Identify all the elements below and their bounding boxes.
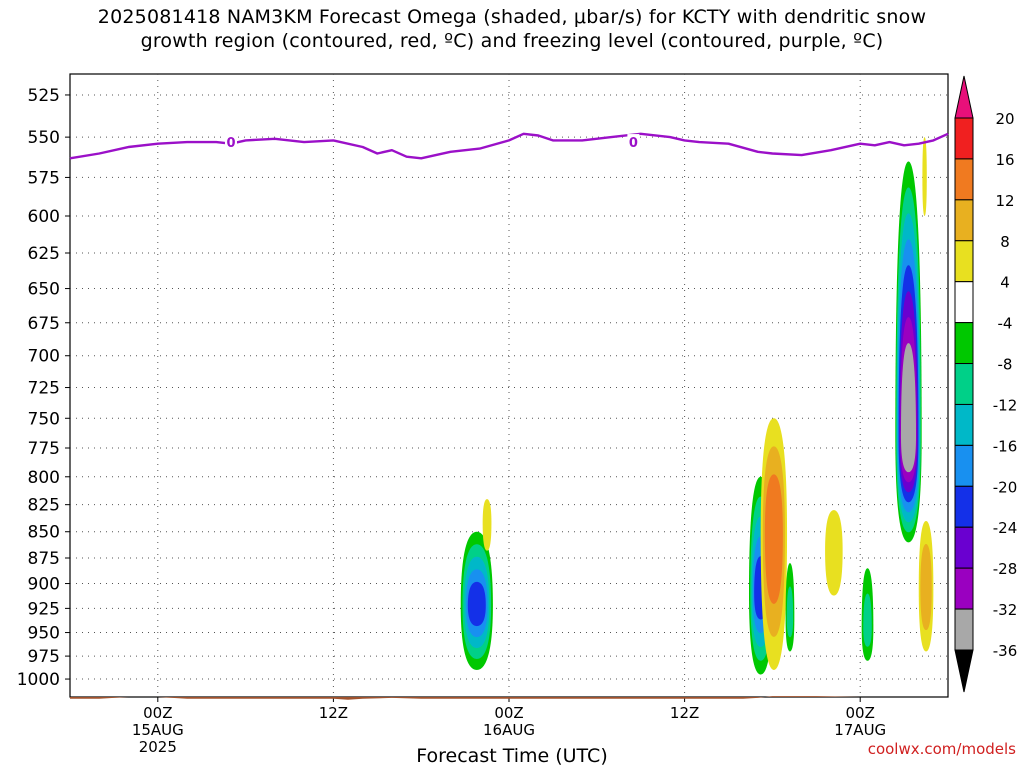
colorbar-segment: [954, 240, 974, 283]
x-tick-label: 00Z: [143, 704, 172, 722]
colorbar-label: 20: [995, 110, 1014, 128]
freezing-level-label: 0: [226, 136, 235, 151]
x-tick-label: 16AUG: [483, 721, 535, 739]
omega-contour-fill: [920, 543, 932, 631]
y-tick-label: 900: [28, 575, 60, 595]
colorbar-label: -8: [998, 356, 1013, 374]
colorbar-label: -4: [998, 315, 1013, 333]
x-tick-label: 12Z: [319, 704, 348, 722]
colorbar-segment: [954, 567, 974, 610]
colorbar-segment: [954, 117, 974, 160]
y-tick-label: 800: [28, 468, 60, 488]
colorbar-segment: [954, 322, 974, 365]
y-tick-label: 550: [28, 128, 60, 148]
omega-contour-fill: [467, 581, 486, 627]
omega-contour-fill: [901, 369, 916, 463]
colorbar-label: 12: [995, 192, 1014, 210]
colorbar-segment: [954, 281, 974, 324]
freezing-level-line: [69, 132, 949, 160]
freezing-level-label-bg: [627, 134, 640, 151]
omega-contour-fill: [764, 474, 783, 604]
colorbar-top-arrow: [954, 75, 974, 119]
y-tick-label: 750: [28, 409, 60, 429]
x-tick-label: 00Z: [494, 704, 523, 722]
colorbar-label: 8: [1000, 233, 1010, 251]
y-tick-label: 825: [28, 496, 60, 516]
surface-terrain: [70, 696, 948, 700]
freezing-level-label: 0: [629, 136, 638, 151]
omega-contour-fill: [922, 137, 927, 217]
y-tick-label: 725: [28, 379, 60, 399]
y-tick-label: 575: [28, 168, 60, 188]
colorbar-segment: [954, 363, 974, 405]
y-tick-label: 975: [28, 647, 60, 667]
colorbar-segment: [954, 608, 974, 651]
colorbar-label: -32: [993, 601, 1018, 619]
y-tick-label: 675: [28, 314, 60, 334]
plot-frame: [69, 73, 949, 698]
x-axis-label: Forecast Time (UTC): [416, 745, 608, 767]
x-tick-label: 15AUG: [132, 721, 184, 739]
omega-contour-fill: [786, 586, 794, 638]
x-tick-label: 17AUG: [834, 721, 886, 739]
colorbar-bottom-arrow: [954, 649, 974, 693]
colorbar-segment: [954, 199, 974, 242]
colorbar-label: 16: [995, 151, 1014, 169]
colorbar-label: -12: [993, 396, 1018, 414]
y-tick-label: 1000: [17, 670, 60, 690]
freezing-level-label-bg: [224, 134, 237, 151]
x-tick-label: 12Z: [670, 704, 699, 722]
colorbar-label: -24: [993, 519, 1018, 537]
colorbar-label: 4: [1000, 274, 1010, 292]
y-tick-label: 600: [28, 207, 60, 227]
y-tick-label: 875: [28, 549, 60, 569]
colorbar-segment: [954, 444, 974, 487]
y-tick-label: 775: [28, 439, 60, 459]
colorbar-label: -20: [993, 478, 1018, 496]
y-tick-label: 700: [28, 347, 60, 367]
y-tick-label: 925: [28, 599, 60, 619]
y-tick-label: 625: [28, 244, 60, 264]
y-tick-label: 650: [28, 280, 60, 300]
x-tick-label: 00Z: [846, 704, 875, 722]
colorbar-label: -28: [993, 560, 1018, 578]
watermark[interactable]: coolwx.com/models: [867, 740, 1016, 758]
omega-contour-fill: [825, 510, 843, 596]
chart-title-line-1: 2025081418 NAM3KM Forecast Omega (shaded…: [97, 6, 927, 28]
omega-contour-fill: [482, 499, 492, 551]
y-tick-label: 850: [28, 523, 60, 543]
colorbar-segment: [954, 403, 974, 446]
y-tick-label: 525: [28, 86, 60, 106]
colorbar-label: -36: [993, 642, 1018, 660]
colorbar-label: -16: [993, 437, 1018, 455]
chart-title-line-2: growth region (contoured, red, ºC) and f…: [140, 30, 884, 52]
colorbar-segment: [954, 526, 974, 569]
colorbar-segment: [954, 485, 974, 528]
x-tick-label: 2025: [139, 738, 177, 756]
colorbar-segment: [954, 158, 974, 201]
y-tick-label: 950: [28, 624, 60, 644]
omega-contour-fill: [863, 593, 872, 647]
